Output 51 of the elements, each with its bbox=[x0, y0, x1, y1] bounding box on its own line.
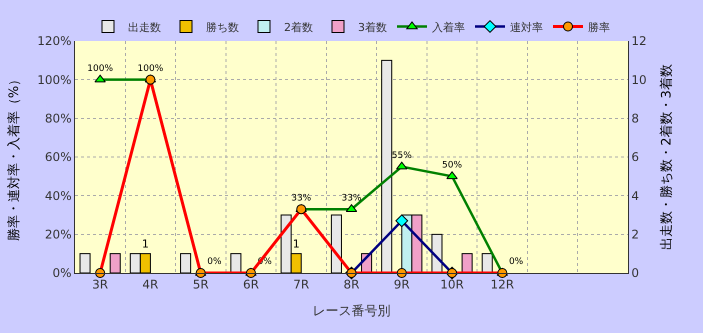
x-tick-label: 12R bbox=[490, 277, 514, 292]
x-tick-label: 9R bbox=[394, 277, 410, 292]
bar bbox=[482, 253, 493, 273]
y2-tick-label: 10 bbox=[631, 72, 647, 87]
y-tick-label: 80% bbox=[44, 112, 72, 126]
bar bbox=[462, 253, 473, 273]
data-label: 33% bbox=[341, 193, 362, 204]
legend-label: 入着率 bbox=[432, 20, 465, 34]
y-tick-label: 40% bbox=[44, 188, 72, 203]
data-label: 55% bbox=[392, 150, 412, 161]
bar bbox=[180, 253, 192, 273]
legend-label: 勝率 bbox=[588, 20, 610, 34]
y2-axis-title: 出走数・勝ち数・2着数・3着数 bbox=[658, 64, 674, 250]
x-tick-label: 8R bbox=[344, 277, 360, 292]
legend-label: 3着数 bbox=[358, 20, 387, 34]
y-tick-label: 120% bbox=[37, 34, 72, 48]
y-tick-label: 20% bbox=[44, 228, 72, 242]
data-label: 0% bbox=[508, 257, 524, 268]
data-label: 1 bbox=[142, 238, 149, 251]
x-tick-label: 10R bbox=[440, 277, 464, 292]
x-tick-label: 7R bbox=[293, 277, 310, 292]
legend-label: 2着数 bbox=[284, 20, 313, 34]
data-label: 0% bbox=[207, 257, 222, 268]
y-tick-label: 0% bbox=[52, 266, 72, 280]
bar bbox=[80, 253, 91, 273]
data-label: 1 bbox=[292, 238, 300, 251]
x-tick-label: 4R bbox=[142, 277, 158, 292]
x-axis-title: レース番号別 bbox=[312, 304, 390, 319]
bar bbox=[230, 253, 242, 273]
data-label: 33% bbox=[291, 193, 312, 204]
data-label: 100% bbox=[87, 64, 114, 74]
legend-label: 勝ち数 bbox=[206, 20, 239, 34]
x-tick-label: 6R bbox=[242, 277, 259, 292]
y-tick-label: 60% bbox=[44, 150, 72, 164]
y-tick-label: 100% bbox=[37, 72, 72, 87]
bar bbox=[330, 214, 342, 273]
data-label: 100% bbox=[138, 64, 164, 74]
data-label: 50% bbox=[442, 160, 462, 170]
bar bbox=[381, 60, 392, 273]
x-tick-label: 3R bbox=[92, 277, 108, 292]
legend-label: 出走数 bbox=[128, 20, 161, 34]
y2-tick-label: 0 bbox=[631, 266, 640, 280]
y2-tick-label: 6 bbox=[631, 150, 640, 164]
x-tick-label: 5R bbox=[192, 277, 209, 292]
y2-tick-label: 12 bbox=[631, 34, 647, 48]
y-axis-title: 勝率・連対率・入着率（%） bbox=[6, 72, 22, 242]
y2-tick-label: 4 bbox=[631, 188, 640, 203]
y2-tick-label: 2 bbox=[631, 228, 640, 242]
y2-tick-label: 8 bbox=[631, 112, 640, 126]
legend-label: 連対率 bbox=[510, 20, 543, 34]
bar bbox=[110, 253, 121, 273]
